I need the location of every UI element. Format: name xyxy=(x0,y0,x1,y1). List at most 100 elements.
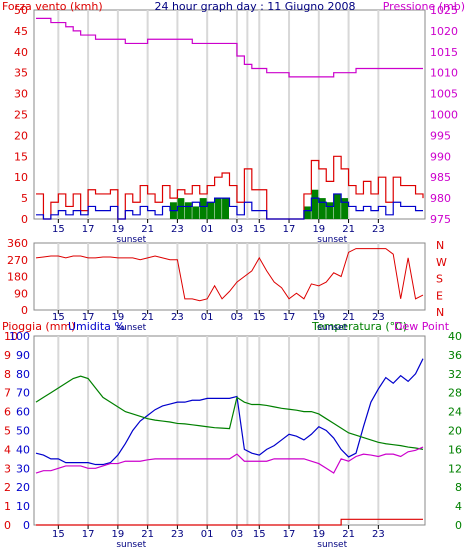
x-tick-label: 17 xyxy=(283,529,296,540)
x-tick-label: 23 xyxy=(372,529,385,540)
y-left-tick-label: 360 xyxy=(7,237,28,250)
y-rain-tick-label: 1 xyxy=(4,500,11,513)
y-left-tick-label: 5 xyxy=(21,192,28,205)
y-left-tick-label: 35 xyxy=(14,67,28,80)
x-tick-label: 19 xyxy=(312,529,325,540)
x-tick-label: 19 xyxy=(111,312,124,323)
y-temp-tick-label: 16 xyxy=(448,443,462,456)
x-tick-label: 15 xyxy=(52,529,65,540)
y-temp-tick-label: 4 xyxy=(455,500,462,513)
y-humidity-tick-label: 40 xyxy=(16,443,30,456)
y-left-tick-label: 30 xyxy=(14,88,28,101)
pressure-series-line xyxy=(36,17,423,78)
x-tick-label: 17 xyxy=(283,224,296,235)
y-right-tick-label: 995 xyxy=(430,129,451,142)
x-tick-label: 17 xyxy=(82,312,95,323)
rain-bar xyxy=(214,198,222,219)
y-rain-tick-label: 0 xyxy=(4,519,11,532)
x-tick-label: 21 xyxy=(342,224,355,235)
rain-bar xyxy=(199,198,207,219)
sunset-annotation: sunset xyxy=(317,235,347,245)
y-temp-tick-label: 32 xyxy=(448,368,462,381)
direction-series-line xyxy=(35,248,424,302)
dewpoint-label: Dew Point xyxy=(394,320,450,333)
y-rain-tick-label: 4 xyxy=(4,443,11,456)
y-rain-tick-label: 8 xyxy=(4,368,11,381)
x-tick-label: 17 xyxy=(82,529,95,540)
y-temp-tick-label: 12 xyxy=(448,462,462,475)
y-temp-tick-label: 40 xyxy=(448,330,462,343)
y-rain-tick-label: 6 xyxy=(4,406,11,419)
y-rain-tick-label: 3 xyxy=(4,462,11,475)
direction-letter: S xyxy=(436,273,443,286)
wind-speed-label: Forza vento (kmh) xyxy=(2,0,103,13)
y-left-tick-label: 270 xyxy=(7,254,28,267)
y-right-tick-label: 990 xyxy=(430,150,451,163)
y-humidity-tick-label: 50 xyxy=(16,425,30,438)
y-temp-tick-label: 36 xyxy=(448,349,462,362)
y-left-tick-label: 10 xyxy=(14,171,28,184)
gust-series-line xyxy=(36,155,424,220)
y-left-tick-label: 25 xyxy=(14,109,28,122)
y-temp-tick-label: 8 xyxy=(455,481,462,494)
dewpoint-series-line xyxy=(35,446,424,474)
y-rain-tick-label: 5 xyxy=(4,425,11,438)
y-left-tick-label: 50 xyxy=(14,4,28,17)
x-tick-label: 03 xyxy=(231,312,244,323)
humidity-label: Umidita % xyxy=(68,320,125,333)
y-humidity-tick-label: 60 xyxy=(16,406,30,419)
sunset-annotation: sunset xyxy=(116,235,146,245)
y-left-tick-label: 0 xyxy=(21,213,28,226)
wind-series-line xyxy=(36,193,423,220)
temperature-label: Temperatura (°C) xyxy=(311,320,407,333)
rain-bar xyxy=(222,198,229,219)
x-tick-label: 03 xyxy=(231,529,244,540)
sunset-annotation: sunset xyxy=(317,323,347,333)
y-humidity-tick-label: 80 xyxy=(16,368,30,381)
y-humidity-tick-label: 100 xyxy=(9,330,30,343)
x-tick-label: 17 xyxy=(283,312,296,323)
panel-temp-humidity-frame xyxy=(33,335,426,526)
x-tick-label: 01 xyxy=(201,529,214,540)
y-temp-tick-label: 28 xyxy=(448,387,462,400)
x-tick-label: 15 xyxy=(253,224,266,235)
x-tick-label: 23 xyxy=(171,312,184,323)
x-tick-label: 01 xyxy=(201,312,214,323)
y-left-tick-label: 180 xyxy=(7,271,28,284)
humidity-series-line xyxy=(35,358,424,466)
x-tick-label: 23 xyxy=(372,224,385,235)
rain-bar xyxy=(177,198,185,219)
y-right-tick-label: 985 xyxy=(430,171,451,184)
y-rain-tick-label: 7 xyxy=(4,387,11,400)
direction-letter: W xyxy=(436,256,447,269)
y-humidity-tick-label: 0 xyxy=(23,519,30,532)
direction-letter: N xyxy=(436,306,444,319)
x-tick-label: 15 xyxy=(253,529,266,540)
y-humidity-tick-label: 20 xyxy=(16,481,30,494)
sunset-annotation: sunset xyxy=(116,540,146,550)
y-left-tick-label: 0 xyxy=(21,304,28,317)
rain-bar xyxy=(207,202,215,219)
y-left-tick-label: 90 xyxy=(14,287,28,300)
direction-letter: E xyxy=(436,289,443,302)
y-right-tick-label: 1015 xyxy=(430,46,458,59)
y-rain-tick-label: 9 xyxy=(4,349,11,362)
x-tick-label: 21 xyxy=(141,529,154,540)
x-tick-label: 21 xyxy=(141,312,154,323)
y-humidity-tick-label: 90 xyxy=(16,349,30,362)
y-right-tick-label: 980 xyxy=(430,192,451,205)
y-temp-tick-label: 20 xyxy=(448,425,462,438)
data-layer xyxy=(35,17,424,526)
sunset-annotation: sunset xyxy=(116,323,146,333)
x-tick-label: 21 xyxy=(141,224,154,235)
y-rain-tick-label: 2 xyxy=(4,481,11,494)
rain-bar xyxy=(318,198,326,219)
y-left-tick-label: 40 xyxy=(14,46,28,59)
x-tick-label: 21 xyxy=(342,312,355,323)
y-left-tick-label: 15 xyxy=(14,150,28,163)
x-tick-label: 19 xyxy=(312,224,325,235)
sunset-annotation: sunset xyxy=(317,540,347,550)
